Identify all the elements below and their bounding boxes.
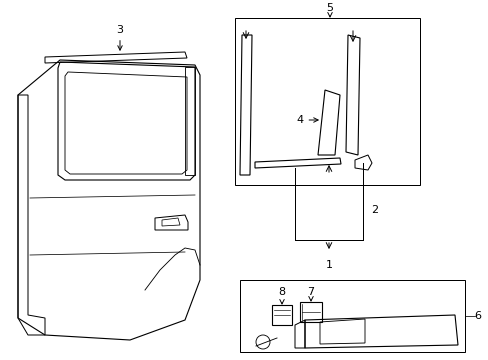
Text: 7: 7 bbox=[307, 287, 314, 301]
Text: 4: 4 bbox=[296, 115, 318, 125]
Text: 2: 2 bbox=[371, 205, 378, 215]
Text: 1: 1 bbox=[325, 260, 332, 270]
Text: 3: 3 bbox=[116, 25, 123, 50]
Text: 6: 6 bbox=[473, 311, 481, 321]
Text: 8: 8 bbox=[278, 287, 285, 304]
Text: 5: 5 bbox=[326, 3, 333, 17]
